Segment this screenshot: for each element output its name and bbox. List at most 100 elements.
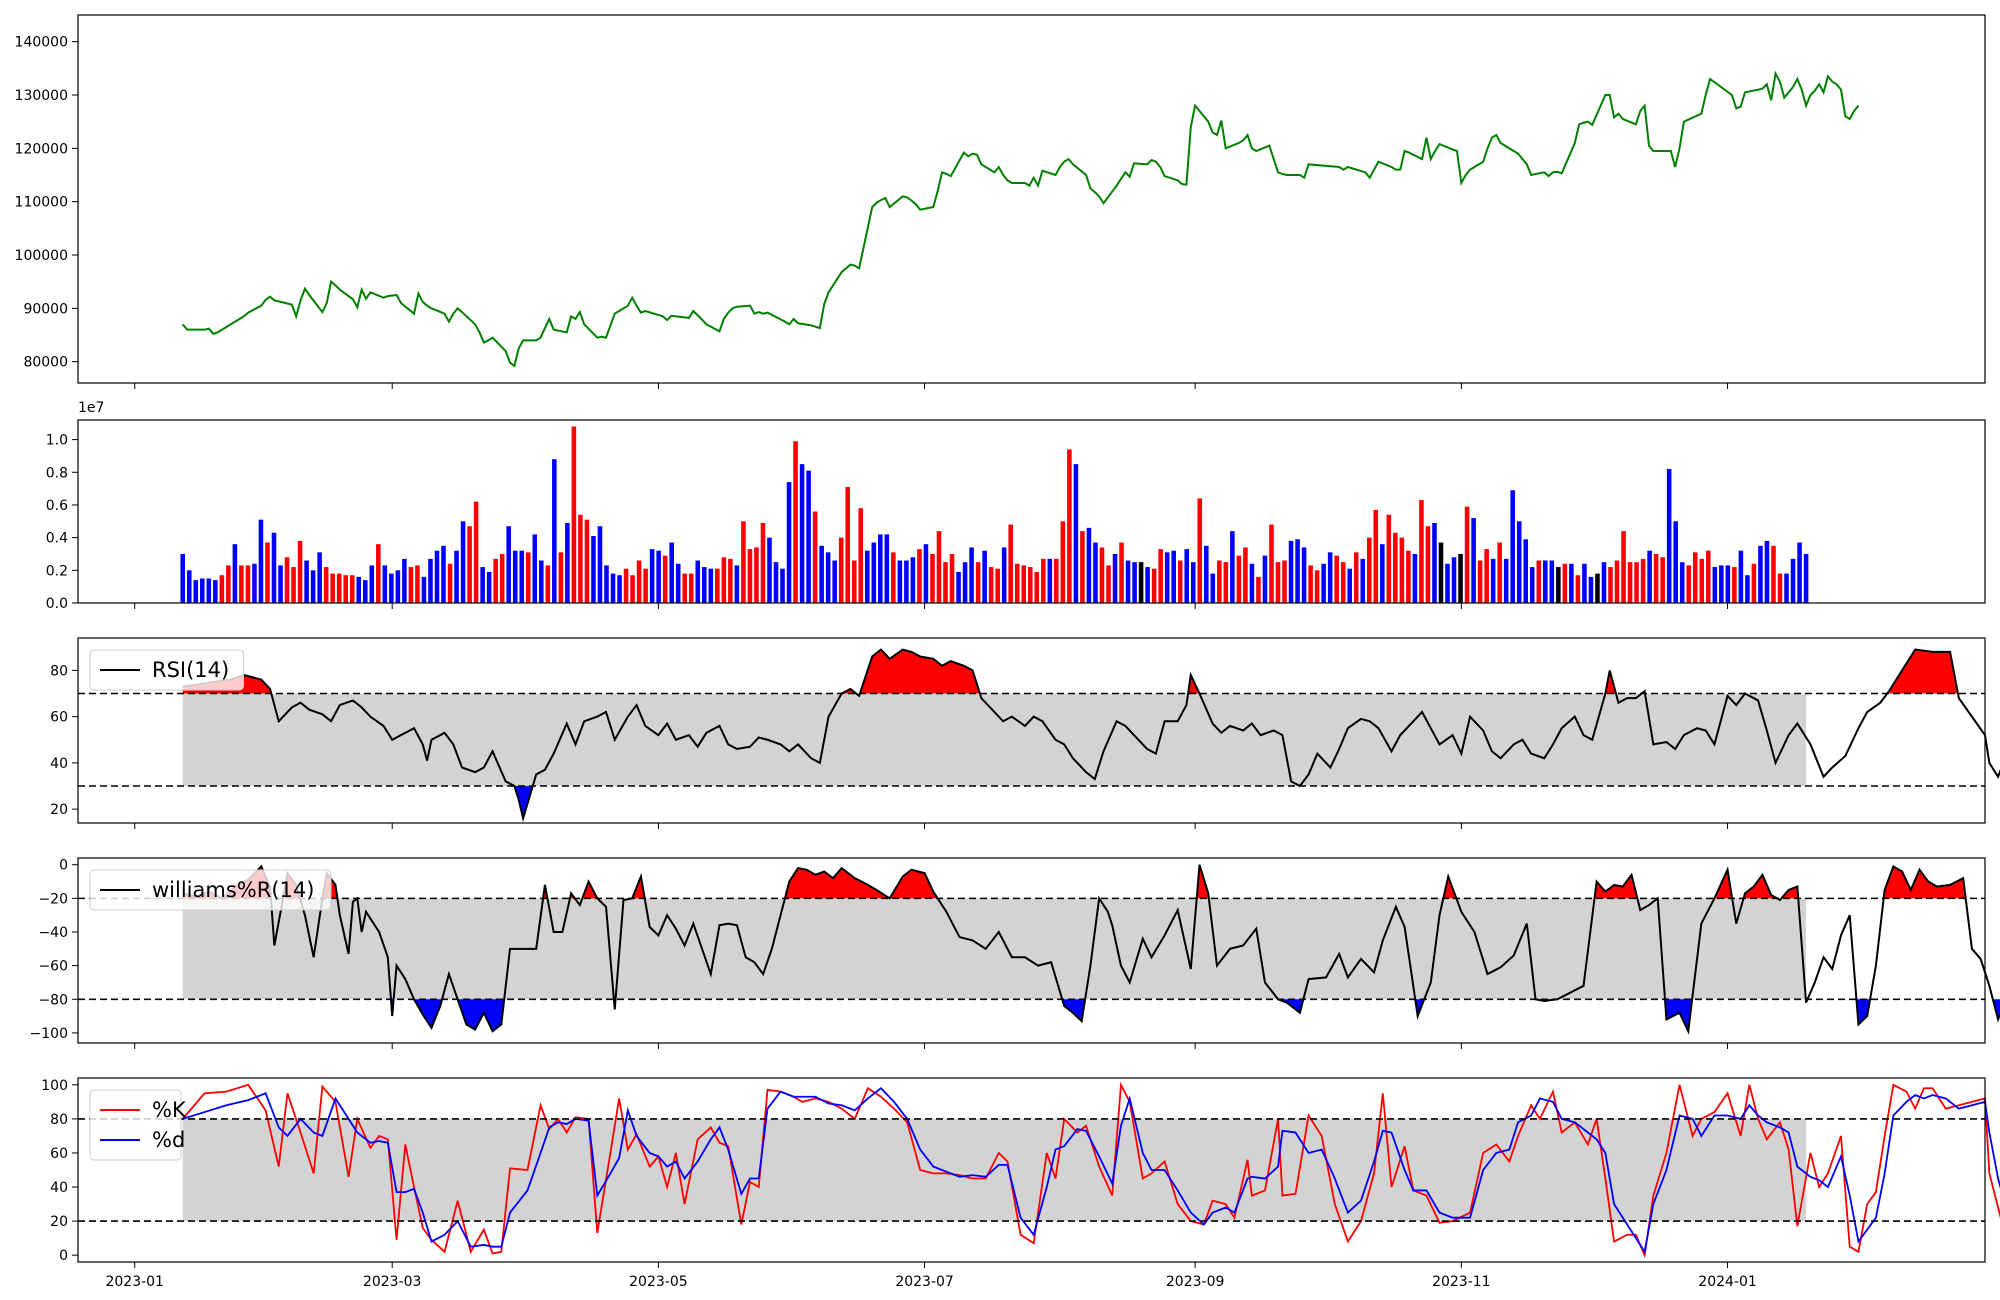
volume-bar bbox=[1706, 550, 1711, 603]
williams-ytick-label: −100 bbox=[30, 1026, 68, 1042]
volume-bar bbox=[369, 565, 375, 603]
williams-neutral-band bbox=[182, 898, 1807, 1000]
williams-legend bbox=[89, 869, 332, 911]
volume-bar bbox=[760, 522, 766, 603]
volume-bar bbox=[1086, 527, 1092, 603]
volume-bar bbox=[1014, 563, 1020, 603]
volume-bar bbox=[715, 568, 720, 603]
volume-bar bbox=[310, 570, 316, 603]
williams-overbought-fill bbox=[1781, 886, 1799, 899]
volume-bar bbox=[1412, 553, 1418, 603]
volume-bar bbox=[923, 544, 929, 603]
volume-bar bbox=[675, 563, 681, 603]
volume-bar bbox=[1660, 557, 1665, 603]
volume-bar bbox=[1334, 555, 1339, 603]
stochastic-ytick-label: 20 bbox=[50, 1214, 68, 1230]
volume-bar bbox=[1432, 522, 1437, 603]
williams-ytick-label: −80 bbox=[38, 992, 68, 1008]
volume-bar bbox=[1282, 560, 1287, 603]
volume-bar bbox=[525, 552, 531, 603]
volume-bar bbox=[1536, 560, 1542, 603]
stochastic-panel: 0 20 40 60 80 100 2023-01 2023-03 2023-05 2023-07… bbox=[41, 1077, 2000, 1290]
rsi-ytick-label: 80 bbox=[50, 663, 68, 679]
volume-bar bbox=[408, 567, 414, 603]
volume-bar bbox=[206, 578, 212, 603]
volume-bar bbox=[630, 575, 635, 603]
stochastic-k-line bbox=[182, 1081, 2000, 1259]
volume-bar bbox=[271, 532, 277, 603]
volume-bar bbox=[1034, 571, 1040, 603]
volume-bar bbox=[1301, 547, 1307, 603]
volume-bar bbox=[688, 573, 694, 603]
rsi-axes-frame bbox=[77, 637, 1986, 824]
stochastic-ytick-label: 80 bbox=[50, 1112, 68, 1128]
volume-bar bbox=[799, 464, 805, 603]
volume-bar bbox=[245, 565, 251, 603]
price-ytick-label: 120000 bbox=[15, 141, 68, 157]
volume-bar bbox=[636, 560, 642, 603]
volume-bar bbox=[1308, 565, 1313, 603]
volume-bar bbox=[1458, 553, 1463, 603]
price-ytick-label: 80000 bbox=[23, 355, 68, 371]
volume-bar bbox=[1386, 514, 1392, 603]
volume-bar bbox=[1595, 573, 1600, 603]
volume-bar bbox=[1438, 542, 1444, 603]
volume-bar bbox=[193, 580, 199, 604]
volume-bar bbox=[597, 526, 603, 603]
stochastic-ytick-label: 100 bbox=[41, 1078, 68, 1094]
volume-bar bbox=[1490, 558, 1496, 603]
volume-bar bbox=[1269, 524, 1274, 603]
volume-bar bbox=[1340, 562, 1346, 603]
williams-oversold-fill bbox=[457, 999, 505, 1032]
volume-bar bbox=[734, 565, 740, 603]
williams-oversold-fill bbox=[1062, 999, 1086, 1022]
volume-bar bbox=[186, 570, 192, 603]
volume-bar bbox=[936, 531, 942, 603]
x-tick-label: 2023-07 bbox=[895, 1274, 954, 1290]
volume-bar bbox=[988, 567, 994, 603]
volume-bar bbox=[845, 486, 850, 603]
stochastic-ytick-label: 60 bbox=[50, 1146, 68, 1162]
volume-bar bbox=[1445, 563, 1450, 603]
volume-bar bbox=[480, 567, 485, 603]
volume-bar bbox=[1204, 545, 1209, 603]
volume-bar bbox=[1712, 567, 1718, 603]
williams-overbought-fill bbox=[784, 868, 890, 899]
rsi-neutral-band bbox=[182, 693, 1807, 786]
williams-oversold-fill bbox=[414, 999, 443, 1028]
rsi-ytick-label: 40 bbox=[50, 756, 68, 772]
volume-bar bbox=[421, 576, 427, 603]
rsi-ytick-label: 60 bbox=[50, 710, 68, 726]
volume-bar bbox=[956, 571, 961, 603]
price-plot-area bbox=[78, 15, 1985, 383]
volume-bar bbox=[584, 519, 590, 603]
x-tick-label: 2024-01 bbox=[1698, 1274, 1757, 1290]
volume-bar bbox=[832, 560, 837, 603]
volume-bar bbox=[1001, 547, 1007, 603]
volume-bar bbox=[363, 580, 368, 604]
rsi-legend-label: RSI(14) bbox=[152, 658, 229, 682]
volume-panel: 0.0 0.2 0.4 0.6 0.8 1.0 1e7 bbox=[46, 400, 1986, 612]
volume-bar bbox=[395, 570, 401, 603]
volume-bar bbox=[349, 575, 355, 603]
volume-bar bbox=[610, 573, 616, 603]
volume-bar bbox=[878, 534, 883, 604]
volume-bar bbox=[1099, 547, 1105, 603]
volume-bar bbox=[1008, 524, 1013, 603]
rsi-overbought-fill bbox=[1887, 649, 1958, 694]
price-ytick-label: 90000 bbox=[23, 301, 68, 317]
volume-bar bbox=[1647, 550, 1652, 603]
volume-bar bbox=[1608, 567, 1613, 603]
volume-bar bbox=[376, 544, 381, 603]
volume-bar bbox=[1119, 542, 1124, 603]
volume-bar bbox=[871, 542, 877, 603]
volume-bar bbox=[910, 557, 916, 603]
volume-bar bbox=[1601, 562, 1607, 603]
volume-bar bbox=[1399, 537, 1405, 603]
rsi-panel: 20 40 60 80 RSI(14) bbox=[50, 637, 2000, 829]
volume-bar bbox=[623, 568, 629, 603]
volume-bar bbox=[1047, 558, 1053, 603]
x-tick-label: 2023-05 bbox=[629, 1274, 688, 1290]
rsi-line bbox=[182, 648, 2000, 823]
volume-bar bbox=[858, 508, 864, 603]
